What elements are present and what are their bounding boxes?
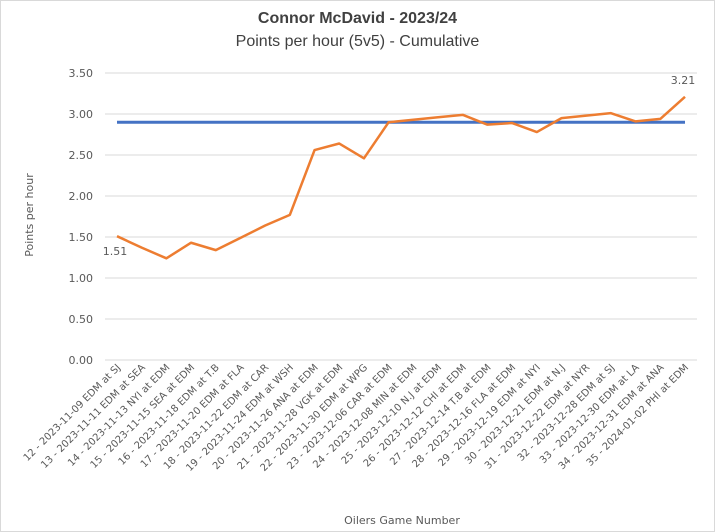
- y-tick-label: 2.50: [69, 149, 94, 162]
- data-label: 3.21: [671, 74, 696, 87]
- y-tick-label: 3.50: [69, 67, 94, 80]
- x-axis-title: Oilers Game Number: [344, 514, 460, 527]
- y-tick-label: 2.00: [69, 190, 94, 203]
- y-tick-label: 0.50: [69, 313, 94, 326]
- y-tick-label: 3.00: [69, 108, 94, 121]
- data-label: 1.51: [103, 245, 128, 258]
- y-tick-label: 1.00: [69, 272, 94, 285]
- chart-title: Connor McDavid - 2023/24: [257, 10, 458, 27]
- chart-subtitle: Points per hour (5v5) - Cumulative: [235, 33, 480, 50]
- y-tick-label: 0.00: [69, 354, 94, 367]
- points-per-hour-line: [116, 95, 686, 260]
- y-axis-title: Points per hour: [23, 173, 36, 257]
- y-tick-label: 1.50: [69, 231, 94, 244]
